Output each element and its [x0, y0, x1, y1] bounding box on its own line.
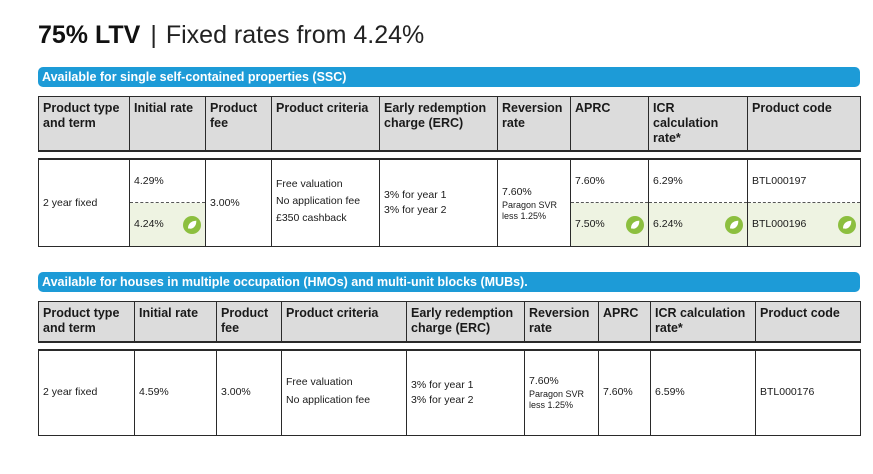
icr-rate-value: 6.29% — [653, 175, 683, 187]
ssc-banner: Available for single self-contained prop… — [38, 67, 860, 87]
hmo-table: Product type and term Initial rate Produ… — [38, 301, 861, 436]
icr-rate-cell: 6.29% 6.24% — [648, 158, 748, 247]
initial-rate-value: 4.29% — [134, 175, 164, 187]
product-type-cell: 2 year fixed — [38, 158, 130, 247]
reversion-note: Paragon SVR — [502, 199, 558, 210]
icr-rate-cell: 6.59% — [650, 348, 756, 436]
aprc-value: 7.60% — [575, 175, 605, 187]
initial-rate-value: 4.24% — [134, 218, 164, 230]
aprc-cell: 7.60% — [598, 348, 651, 436]
col-product-type: Product type and term — [38, 301, 135, 343]
erc-cell: 3% for year 1 3% for year 2 — [379, 158, 498, 247]
leaf-icon — [183, 215, 201, 234]
col-product-criteria: Product criteria — [281, 301, 407, 343]
icr-rate-value: 6.24% — [653, 218, 683, 230]
product-criteria-cell: Free valuation No application fee £350 c… — [271, 158, 380, 247]
col-aprc: APRC — [570, 96, 649, 152]
product-code-cell: BTL000197 BTL000196 — [747, 158, 861, 247]
erc-item: 3% for year 2 — [411, 393, 474, 406]
ssc-header-row: Product type and term Initial rate Produ… — [38, 96, 861, 152]
col-reversion-rate: Reversion rate — [524, 301, 599, 343]
col-product-fee: Product fee — [205, 96, 272, 152]
reversion-note: Paragon SVR — [529, 389, 585, 400]
table-row: 2 year fixed 4.29% 4.24% 3.00% Free valu… — [38, 158, 861, 247]
leaf-icon — [626, 215, 644, 234]
leaf-icon — [725, 215, 743, 234]
col-product-type: Product type and term — [38, 96, 130, 152]
col-erc: Early redemption charge (ERC) — [406, 301, 525, 343]
erc-item: 3% for year 2 — [384, 204, 447, 216]
product-code-value: BTL000197 — [752, 175, 807, 187]
erc-cell: 3% for year 1 3% for year 2 — [406, 348, 525, 436]
col-product-code: Product code — [747, 96, 861, 152]
reversion-note: less 1.25% — [502, 210, 547, 221]
reversion-rate-cell: 7.60% Paragon SVR less 1.25% — [497, 158, 571, 247]
heading-separator: | — [150, 20, 157, 49]
col-initial-rate: Initial rate — [129, 96, 206, 152]
col-icr-rate: ICR calculation rate* — [648, 96, 748, 152]
product-fee-cell: 3.00% — [216, 348, 282, 436]
reversion-rate-cell: 7.60% Paragon SVR less 1.25% — [524, 348, 599, 436]
product-fee-cell: 3.00% — [205, 158, 272, 247]
erc-item: 3% for year 1 — [384, 189, 447, 201]
hmo-banner: Available for houses in multiple occupat… — [38, 272, 860, 292]
col-erc: Early redemption charge (ERC) — [379, 96, 498, 152]
leaf-icon — [838, 215, 856, 234]
ltv-title: 75% LTV — [38, 20, 141, 49]
initial-rate-cell: 4.59% — [134, 348, 217, 436]
aprc-cell: 7.60% 7.50% — [570, 158, 649, 247]
table-row: 2 year fixed 4.59% 3.00% Free valuation … — [38, 348, 861, 436]
criteria-item: Free valuation — [276, 177, 343, 190]
aprc-value: 7.50% — [575, 218, 605, 230]
initial-rate-cell: 4.29% 4.24% — [129, 158, 206, 247]
criteria-item: No application fee — [286, 394, 371, 407]
col-aprc: APRC — [598, 301, 651, 343]
hmo-header-row: Product type and term Initial rate Produ… — [38, 301, 861, 343]
col-icr-rate: ICR calculation rate* — [650, 301, 756, 343]
ssc-table: Product type and term Initial rate Produ… — [38, 96, 861, 247]
col-product-fee: Product fee — [216, 301, 282, 343]
criteria-item: £350 cashback — [276, 211, 347, 224]
product-type-cell: 2 year fixed — [38, 348, 135, 436]
col-initial-rate: Initial rate — [134, 301, 217, 343]
product-code-value: BTL000196 — [752, 218, 807, 230]
product-code-cell: BTL000176 — [755, 348, 861, 436]
criteria-item: Free valuation — [286, 376, 353, 389]
criteria-item: No application fee — [276, 194, 361, 207]
reversion-note: less 1.25% — [529, 400, 574, 411]
col-reversion-rate: Reversion rate — [497, 96, 571, 152]
product-criteria-cell: Free valuation No application fee — [281, 348, 407, 436]
erc-item: 3% for year 1 — [411, 378, 474, 391]
reversion-rate-value: 7.60% — [529, 375, 559, 388]
page-heading: 75% LTV | Fixed rates from 4.24% — [38, 20, 424, 50]
col-product-criteria: Product criteria — [271, 96, 380, 152]
col-product-code: Product code — [755, 301, 861, 343]
fixed-rates-subtitle: Fixed rates from 4.24% — [165, 20, 425, 49]
reversion-rate-value: 7.60% — [502, 185, 532, 198]
